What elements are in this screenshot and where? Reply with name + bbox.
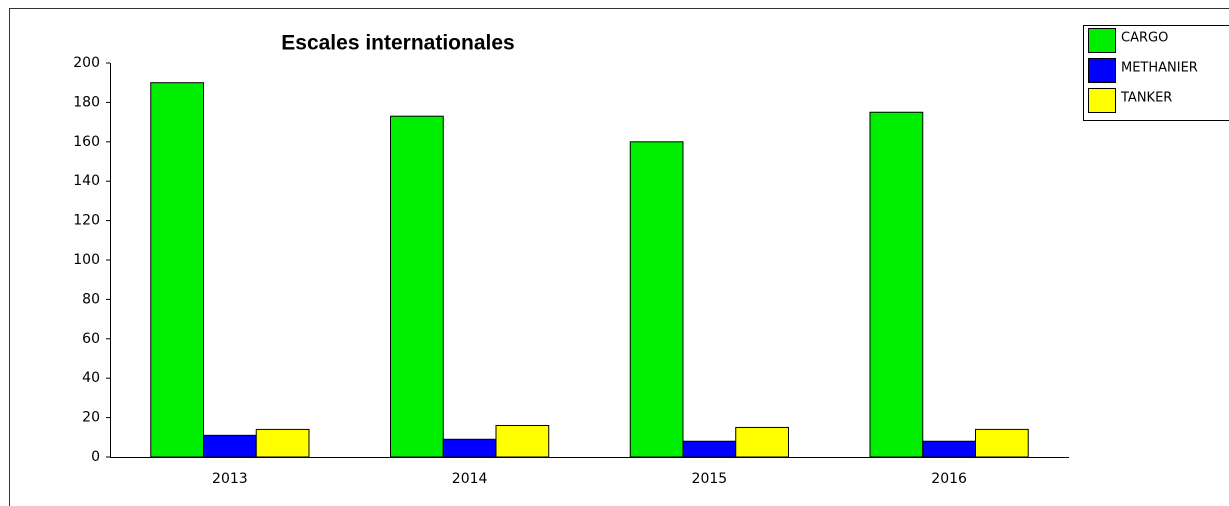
y-tick-label: 20 xyxy=(82,410,100,426)
bar xyxy=(869,111,924,458)
bar xyxy=(203,434,257,458)
y-tick-label: 60 xyxy=(82,331,100,347)
y-tick-label: 100 xyxy=(73,252,100,268)
chart-title: Escales internationales xyxy=(281,32,514,55)
legend-swatch xyxy=(1088,58,1116,83)
frame xyxy=(9,8,1229,506)
y-tick-label: 180 xyxy=(73,94,100,110)
x-tick-label: 2015 xyxy=(692,471,728,487)
y-tick-label: 40 xyxy=(82,370,100,386)
bar xyxy=(682,440,737,458)
y-tick-label: 120 xyxy=(73,213,100,229)
bar xyxy=(442,438,497,458)
bar xyxy=(150,82,205,458)
bar xyxy=(390,115,444,458)
legend-swatch xyxy=(1088,88,1116,113)
bar xyxy=(629,141,684,458)
bar xyxy=(974,428,1029,458)
legend-label: METHANIER xyxy=(1121,61,1198,76)
bar xyxy=(735,426,789,458)
x-tick-label: 2016 xyxy=(931,471,967,487)
legend-label: TANKER xyxy=(1120,91,1172,106)
x-tick-label: 2014 xyxy=(452,471,488,487)
bar xyxy=(255,428,310,458)
y-tick-label: 0 xyxy=(91,449,100,465)
bar xyxy=(495,424,550,458)
legend-label: CARGO xyxy=(1121,31,1168,46)
bar xyxy=(922,440,976,458)
y-tick-label: 140 xyxy=(73,173,100,189)
legend-swatch xyxy=(1088,28,1116,53)
y-tick-label: 160 xyxy=(73,134,100,150)
y-tick-label: 80 xyxy=(82,291,100,307)
x-tick-label: 2013 xyxy=(212,471,248,487)
y-tick-label: 200 xyxy=(73,55,100,71)
